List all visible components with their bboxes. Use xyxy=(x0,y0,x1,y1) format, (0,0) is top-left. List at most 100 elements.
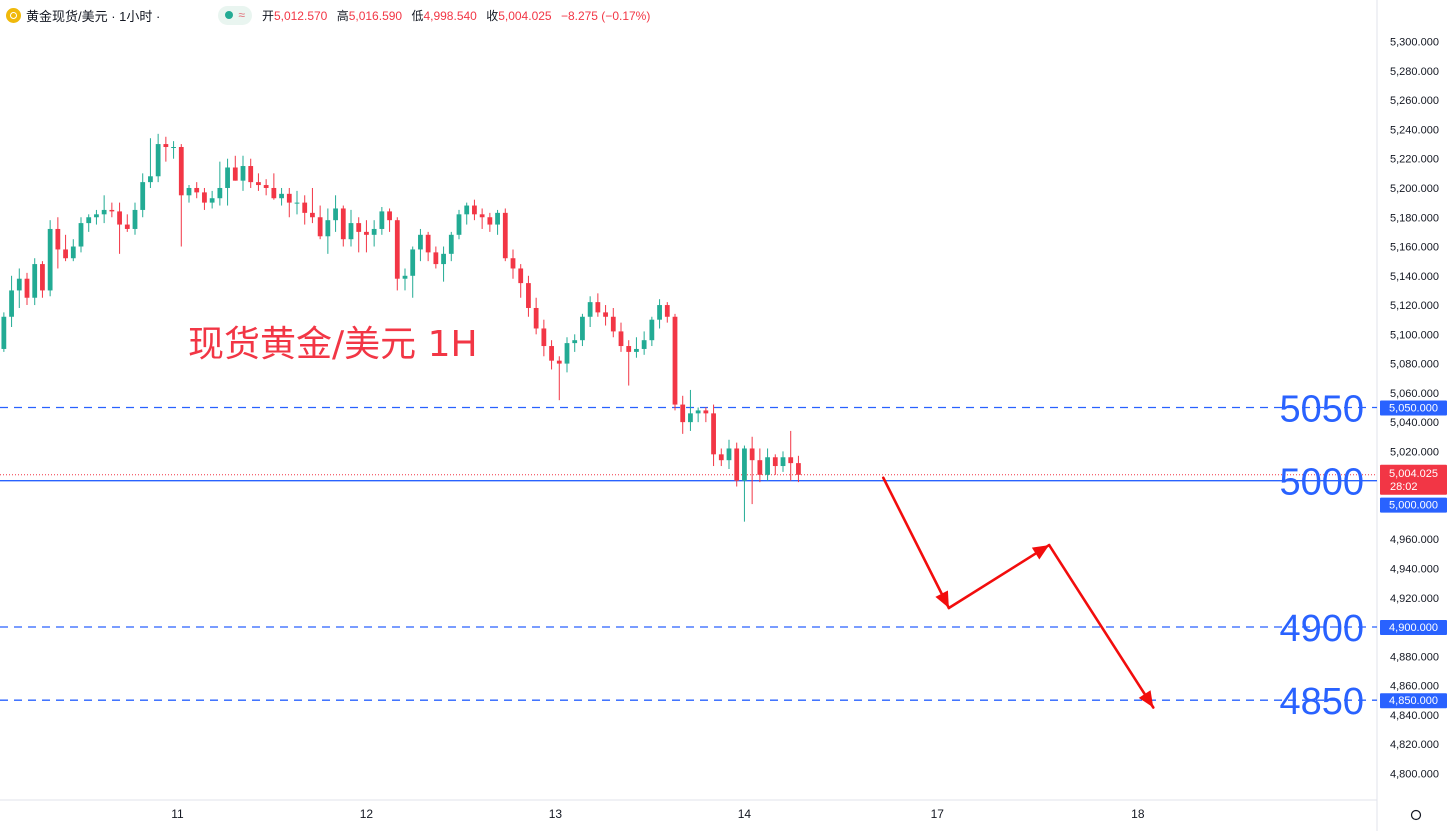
candle-body[interactable] xyxy=(688,413,693,423)
plot-area[interactable] xyxy=(0,0,1377,800)
candle-body[interactable] xyxy=(479,214,485,218)
candle-body[interactable] xyxy=(178,147,184,196)
candle-body[interactable] xyxy=(587,302,593,317)
candle-body[interactable] xyxy=(348,223,354,240)
candle-body[interactable] xyxy=(541,328,547,347)
candle-body[interactable] xyxy=(163,144,169,148)
candle-body[interactable] xyxy=(549,346,554,361)
candle-body[interactable] xyxy=(217,187,223,199)
candle-body[interactable] xyxy=(155,144,161,177)
candle-body[interactable] xyxy=(24,278,30,298)
candle-body[interactable] xyxy=(610,316,616,332)
candle-body[interactable] xyxy=(464,205,470,215)
forecast-arrow-line[interactable] xyxy=(881,476,951,610)
candle-body[interactable] xyxy=(9,290,14,317)
candle-body[interactable] xyxy=(16,278,22,291)
level-big-label[interactable]: 4900 xyxy=(1279,608,1364,650)
candle-body[interactable] xyxy=(765,457,770,475)
candle-body[interactable] xyxy=(418,234,423,250)
candle-body[interactable] xyxy=(757,460,763,475)
candle-body[interactable] xyxy=(186,187,192,196)
candle-body[interactable] xyxy=(94,214,99,218)
symbol-title[interactable]: 黄金现货/美元 · 1小时 · xyxy=(26,8,161,24)
candle-body[interactable] xyxy=(232,167,238,181)
candle-body[interactable] xyxy=(788,457,794,464)
candle-body[interactable] xyxy=(510,258,516,269)
candle-body[interactable] xyxy=(703,410,709,414)
candle-body[interactable] xyxy=(132,209,138,229)
candle-body[interactable] xyxy=(626,346,632,352)
candle-body[interactable] xyxy=(618,331,624,347)
candle-body[interactable] xyxy=(202,192,207,203)
candle-body[interactable] xyxy=(364,231,369,235)
candle-body[interactable] xyxy=(294,202,300,204)
candle-body[interactable] xyxy=(726,448,732,461)
candle-body[interactable] xyxy=(40,264,45,291)
candle-body[interactable] xyxy=(556,360,562,364)
candle-body[interactable] xyxy=(356,223,362,232)
candle-body[interactable] xyxy=(148,176,153,183)
candle-body[interactable] xyxy=(109,209,115,212)
candle-body[interactable] xyxy=(248,166,254,183)
candle-body[interactable] xyxy=(657,305,662,320)
candle-body[interactable] xyxy=(518,268,524,284)
candle-body[interactable] xyxy=(47,228,53,291)
candle-body[interactable] xyxy=(171,147,176,149)
candle-body[interactable] xyxy=(526,283,531,308)
candle-body[interactable] xyxy=(742,448,747,481)
candle-body[interactable] xyxy=(101,209,107,215)
candle-body[interactable] xyxy=(55,228,61,250)
candle-body[interactable] xyxy=(564,343,570,364)
candle-body[interactable] xyxy=(595,302,601,313)
candle-body[interactable] xyxy=(664,305,670,317)
candle-body[interactable] xyxy=(325,220,331,237)
candle-body[interactable] xyxy=(32,264,38,298)
forecast-arrow-line[interactable] xyxy=(1047,543,1155,709)
candle-body[interactable] xyxy=(140,182,146,210)
candle-body[interactable] xyxy=(124,224,130,229)
candle-body[interactable] xyxy=(441,253,446,265)
candle-body[interactable] xyxy=(271,187,277,199)
candle-body[interactable] xyxy=(580,316,585,341)
candle-body[interactable] xyxy=(487,217,493,225)
candle-body[interactable] xyxy=(209,198,215,203)
candle-body[interactable] xyxy=(333,208,338,221)
candle-body[interactable] xyxy=(680,404,686,423)
market-status-pill[interactable]: ≈ xyxy=(218,5,252,25)
level-big-label[interactable]: 5050 xyxy=(1279,389,1364,431)
candle-body[interactable] xyxy=(394,220,400,279)
annotation-title[interactable]: 现货黄金/美元 1H xyxy=(188,324,478,365)
candle-body[interactable] xyxy=(448,234,454,254)
candle-body[interactable] xyxy=(317,217,323,237)
candle-body[interactable] xyxy=(425,234,431,253)
candle-body[interactable] xyxy=(410,249,416,276)
candle-body[interactable] xyxy=(672,316,678,405)
candle-body[interactable] xyxy=(456,214,462,235)
level-big-label[interactable]: 4850 xyxy=(1279,681,1364,723)
candle-body[interactable] xyxy=(117,211,122,225)
candle-body[interactable] xyxy=(70,246,76,259)
candle-body[interactable] xyxy=(194,187,200,193)
candle-body[interactable] xyxy=(225,167,230,188)
candle-body[interactable] xyxy=(641,340,647,349)
forecast-arrow-line[interactable] xyxy=(947,543,1051,610)
candle-body[interactable] xyxy=(718,454,724,461)
candle-body[interactable] xyxy=(796,463,801,475)
candle-body[interactable] xyxy=(86,217,92,224)
candle-body[interactable] xyxy=(371,228,377,235)
candle-body[interactable] xyxy=(749,448,755,461)
candle-body[interactable] xyxy=(63,249,68,259)
candle-body[interactable] xyxy=(240,166,246,181)
candle-body[interactable] xyxy=(402,275,408,279)
candle-body[interactable] xyxy=(302,202,308,213)
candle-body[interactable] xyxy=(387,211,392,221)
candle-body[interactable] xyxy=(634,348,639,352)
candle-body[interactable] xyxy=(379,211,385,229)
candle-body[interactable] xyxy=(1,316,7,349)
candle-body[interactable] xyxy=(502,212,508,259)
level-big-label[interactable]: 5000 xyxy=(1279,462,1364,504)
candle-body[interactable] xyxy=(533,307,539,329)
candle-body[interactable] xyxy=(603,312,608,317)
